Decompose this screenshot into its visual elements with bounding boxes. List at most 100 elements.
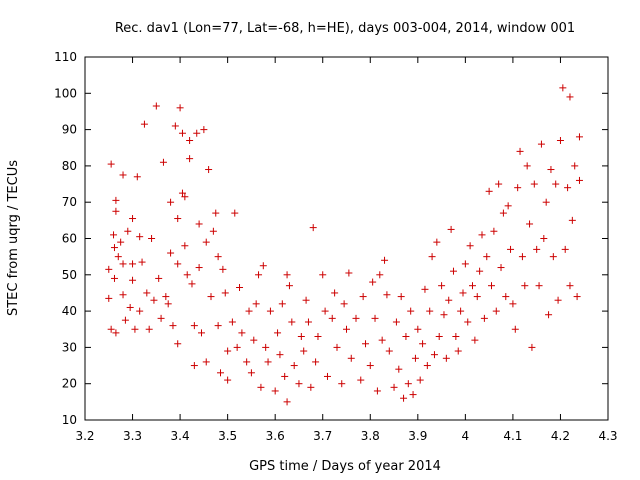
data-point <box>110 231 118 239</box>
data-point <box>119 260 127 268</box>
data-point <box>205 166 213 174</box>
data-point <box>285 282 293 290</box>
data-point <box>219 265 227 273</box>
data-point <box>504 202 512 210</box>
data-point <box>264 358 272 366</box>
plot-border <box>84 56 609 421</box>
data-point <box>478 231 486 239</box>
y-tick-label: 90 <box>62 123 77 137</box>
data-point <box>278 300 286 308</box>
data-point <box>171 122 179 130</box>
data-point <box>283 271 291 279</box>
data-point <box>126 303 134 311</box>
data-point <box>214 322 222 330</box>
data-point <box>526 220 534 228</box>
data-point <box>407 307 415 315</box>
y-tick-label: 10 <box>62 413 77 427</box>
data-point <box>518 253 526 261</box>
data-point <box>545 311 553 319</box>
data-point <box>499 209 507 217</box>
data-point <box>323 372 331 380</box>
data-point <box>295 380 303 388</box>
data-point <box>304 318 312 326</box>
data-point <box>309 224 317 232</box>
data-point <box>145 325 153 333</box>
x-tick-label: 3.9 <box>408 429 427 443</box>
data-point <box>488 282 496 290</box>
data-point <box>250 336 258 344</box>
data-point <box>290 362 298 370</box>
data-point <box>556 136 564 144</box>
data-point <box>366 362 374 370</box>
data-point <box>480 314 488 322</box>
data-point <box>129 276 137 284</box>
data-point <box>255 271 263 279</box>
data-point <box>200 126 208 134</box>
data-point <box>155 274 163 282</box>
data-point <box>331 289 339 297</box>
data-point <box>575 133 583 141</box>
data-point <box>195 264 203 272</box>
data-point <box>271 387 279 395</box>
data-point <box>262 343 270 351</box>
data-point <box>468 282 476 290</box>
data-point <box>221 289 229 297</box>
data-point <box>243 358 251 366</box>
data-point <box>400 394 408 402</box>
data-point <box>283 398 291 406</box>
data-point <box>307 383 315 391</box>
data-point <box>252 300 260 308</box>
data-point <box>333 343 341 351</box>
data-point <box>409 391 417 399</box>
data-point <box>186 136 194 144</box>
data-point <box>178 129 186 137</box>
data-point <box>209 227 217 235</box>
data-point <box>495 180 503 188</box>
data-point <box>530 180 538 188</box>
data-point <box>445 296 453 304</box>
data-point <box>224 347 232 355</box>
data-point <box>423 362 431 370</box>
data-point <box>162 293 170 301</box>
data-point <box>114 253 122 261</box>
data-point <box>176 104 184 112</box>
data-point <box>167 198 175 206</box>
x-tick-label: 4.2 <box>551 429 570 443</box>
x-tick-label: 3.2 <box>75 429 94 443</box>
data-point <box>528 343 536 351</box>
data-point <box>233 343 241 351</box>
data-point <box>259 262 267 270</box>
data-point <box>340 300 348 308</box>
data-point <box>402 333 410 341</box>
data-point <box>231 209 239 217</box>
data-point <box>392 318 400 326</box>
data-point <box>174 260 182 268</box>
data-point <box>352 314 360 322</box>
data-point <box>571 162 579 170</box>
data-point <box>457 307 465 315</box>
data-point <box>150 296 158 304</box>
data-point <box>514 184 522 192</box>
data-point <box>195 220 203 228</box>
data-point <box>212 209 220 217</box>
data-point <box>533 245 541 253</box>
data-point <box>435 333 443 341</box>
data-point <box>426 307 434 315</box>
data-point <box>152 102 160 110</box>
data-point <box>105 265 113 273</box>
x-axis-label: GPS time / Days of year 2014 <box>249 459 441 474</box>
axis-ticks: 3.2 3.3 3.4 3.5 3.6 3.7 3.8 3.9 4 4.1 4.2 4.3 10 20 30… <box>54 50 617 443</box>
data-point <box>509 300 517 308</box>
data-point <box>471 336 479 344</box>
data-point <box>183 271 191 279</box>
data-point <box>117 238 125 246</box>
data-point <box>449 267 457 275</box>
data-point <box>186 155 194 163</box>
data-point <box>105 294 113 302</box>
data-point <box>390 383 398 391</box>
chart-title: Rec. dav1 (Lon=77, Lat=-68, h=HE), days … <box>115 21 575 36</box>
x-tick-label: 3.6 <box>266 429 285 443</box>
y-tick-label: 30 <box>62 340 77 354</box>
data-point <box>174 215 182 223</box>
